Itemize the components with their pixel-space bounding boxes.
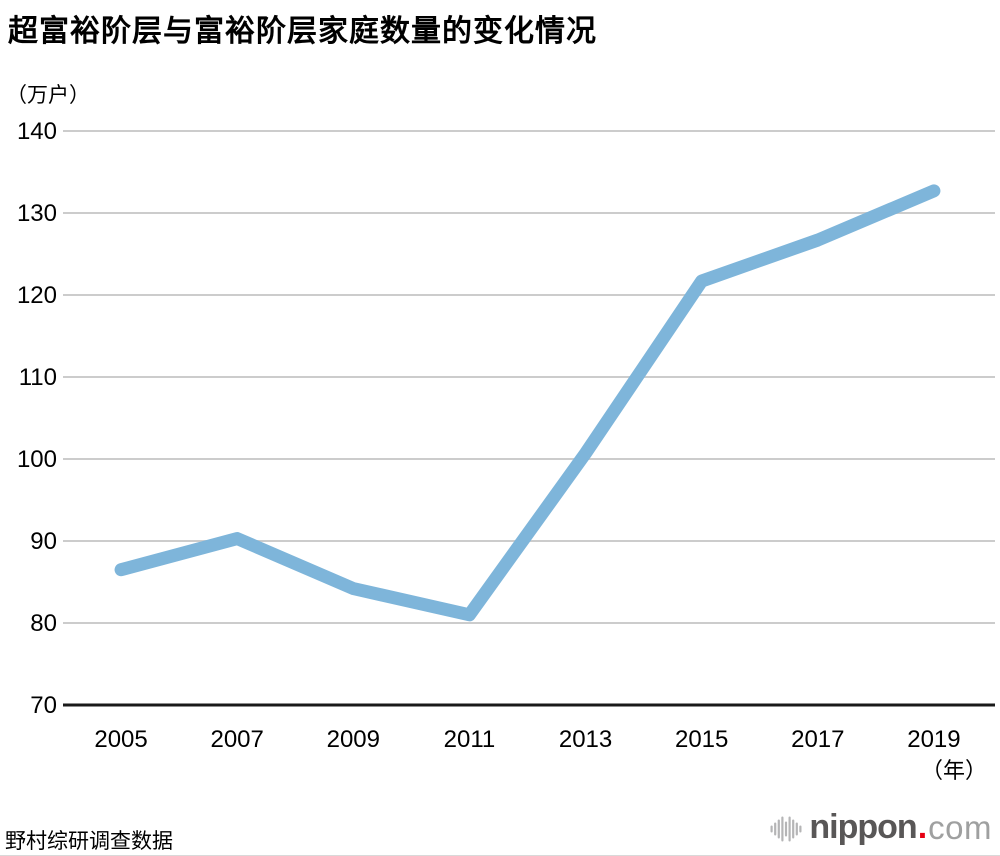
y-tick-label: 140 [17, 118, 57, 145]
x-tick-label: 2005 [94, 726, 147, 753]
x-tick-label: 2007 [210, 726, 263, 753]
logo-dot: . [917, 808, 928, 846]
nippon-logo[interactable]: nippon . com [770, 809, 992, 845]
x-tick-label: 2011 [444, 726, 496, 753]
x-tick-label: 2017 [791, 726, 844, 753]
y-tick-label: 130 [17, 200, 57, 227]
x-tick-label: 2009 [327, 726, 380, 753]
page-title: 超富裕阶层与富裕阶层家庭数量的变化情况 [8, 15, 597, 48]
soundwave-icon [770, 816, 802, 842]
y-tick-label: 70 [30, 692, 57, 719]
x-axis-unit-label: （年） [920, 758, 987, 783]
y-tick-label: 80 [30, 610, 57, 637]
x-tick-label: 2015 [675, 726, 728, 753]
x-tick-label: 2013 [559, 726, 612, 753]
y-tick-label: 120 [17, 282, 57, 309]
data-line-series [114, 184, 941, 622]
y-axis-unit-label: （万户） [6, 84, 90, 107]
y-tick-label: 110 [19, 364, 57, 391]
source-note: 野村综研调查数据 [5, 830, 173, 853]
y-tick-label: 90 [30, 528, 57, 555]
x-tick-label: 2019 [907, 726, 960, 753]
y-tick-label: 100 [17, 446, 57, 473]
logo-tld: com [928, 808, 992, 846]
logo-brand: nippon [809, 808, 917, 846]
